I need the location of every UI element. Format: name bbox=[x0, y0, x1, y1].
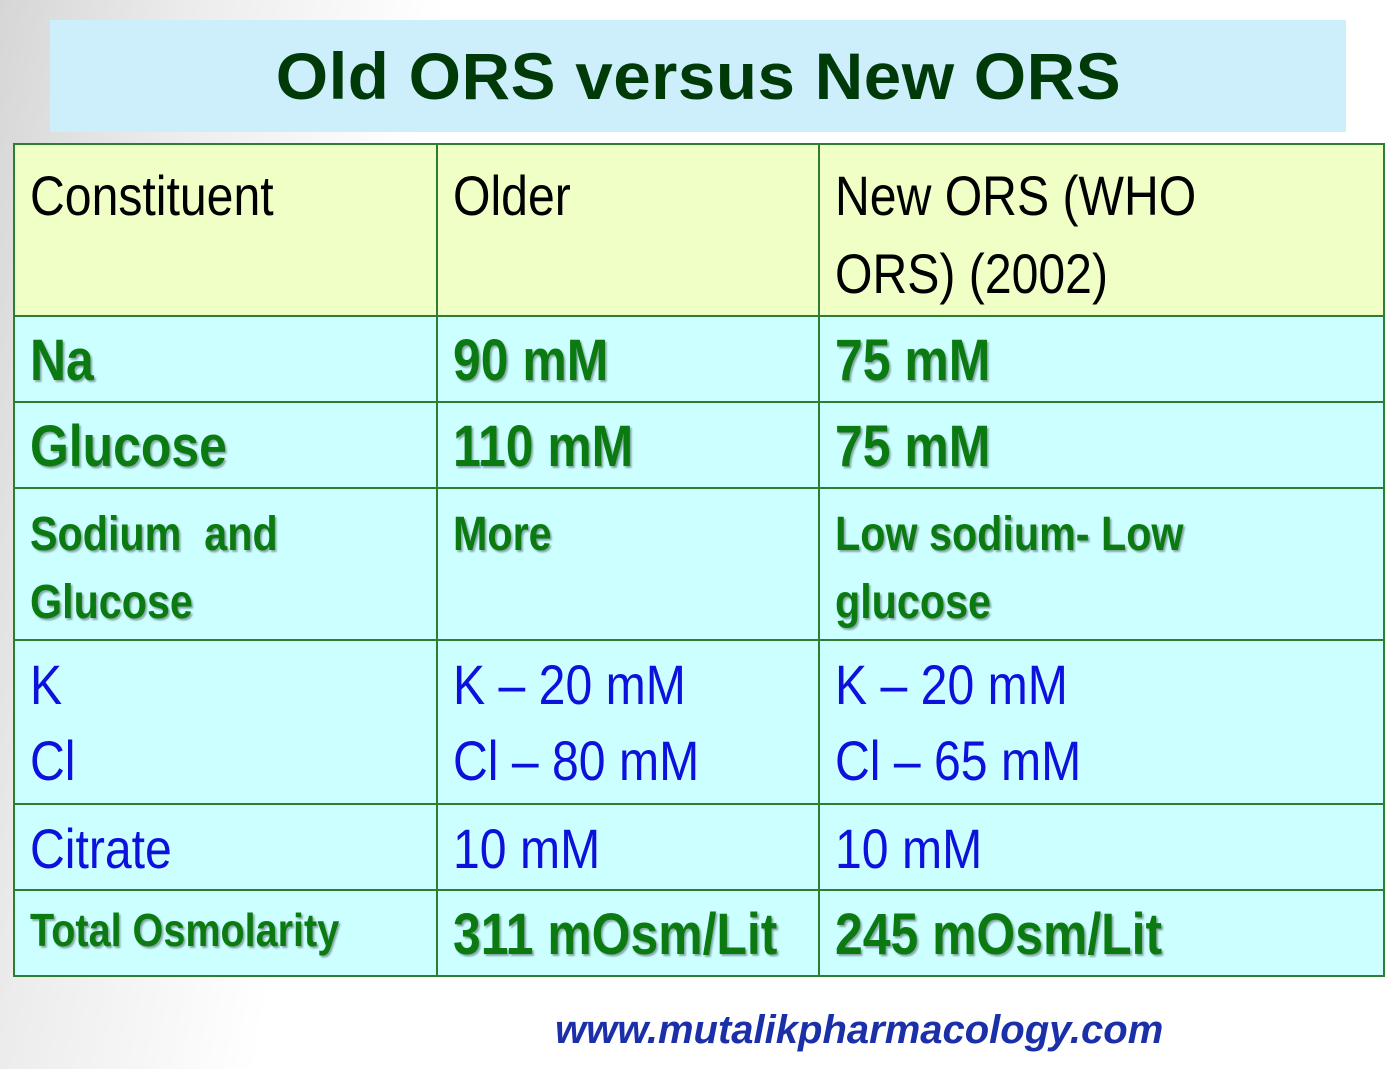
cell-older: 90 mM bbox=[436, 315, 820, 403]
table-row-na: Na 90 mM 75 mM bbox=[13, 315, 1385, 403]
title-banner: Old ORS versus New ORS bbox=[50, 20, 1346, 132]
cell-constituent: Total Osmolarity bbox=[13, 889, 438, 977]
table-row-glucose: Glucose 110 mM 75 mM bbox=[13, 401, 1385, 489]
website-url: www.mutalikpharmacology.com bbox=[555, 1008, 1164, 1052]
page-title: Old ORS versus New ORS bbox=[275, 39, 1121, 113]
table-row-total-osmolarity: Total Osmolarity 311 mOsm/Lit 245 mOsm/L… bbox=[13, 889, 1385, 977]
table-row-sodium-glucose: Sodium and Glucose More Low sodium- Low … bbox=[13, 487, 1385, 641]
cell-older: More bbox=[436, 487, 820, 641]
cell-new: 10 mM bbox=[818, 803, 1385, 891]
cell-constituent: Glucose bbox=[13, 401, 438, 489]
cell-older: K – 20 mM Cl – 80 mM bbox=[436, 639, 820, 805]
cell-constituent: Sodium and Glucose bbox=[13, 487, 438, 641]
header-new-ors: New ORS (WHO ORS) (2002) bbox=[818, 143, 1385, 317]
cell-older: 10 mM bbox=[436, 803, 820, 891]
cell-new: Low sodium- Low glucose bbox=[818, 487, 1385, 641]
cell-new: 245 mOsm/Lit bbox=[818, 889, 1385, 977]
cell-constituent: Na bbox=[13, 315, 438, 403]
header-older: Older bbox=[436, 143, 820, 317]
table-header-row: Constituent Older New ORS (WHO ORS) (200… bbox=[13, 143, 1385, 317]
cell-older: 311 mOsm/Lit bbox=[436, 889, 820, 977]
table-row-citrate: Citrate 10 mM 10 mM bbox=[13, 803, 1385, 891]
cell-new: 75 mM bbox=[818, 315, 1385, 403]
cell-constituent: Citrate bbox=[13, 803, 438, 891]
cell-constituent: K Cl bbox=[13, 639, 438, 805]
cell-new: K – 20 mM Cl – 65 mM bbox=[818, 639, 1385, 805]
comparison-table: Constituent Older New ORS (WHO ORS) (200… bbox=[13, 143, 1385, 977]
header-constituent: Constituent bbox=[13, 143, 438, 317]
cell-new: 75 mM bbox=[818, 401, 1385, 489]
table-row-k-cl: K Cl K – 20 mM Cl – 80 mM K – 20 mM Cl –… bbox=[13, 639, 1385, 805]
cell-older: 110 mM bbox=[436, 401, 820, 489]
